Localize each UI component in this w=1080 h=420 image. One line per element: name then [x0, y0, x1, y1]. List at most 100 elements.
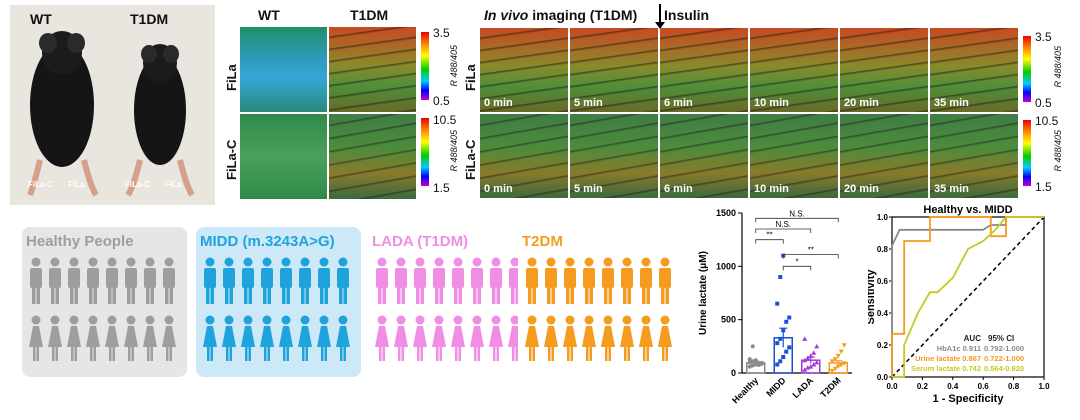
person-body-icon [659, 268, 671, 288]
panel-c-filac-2: 6 min [660, 114, 748, 198]
person-leg-icon [401, 287, 405, 304]
person-leg-icon [604, 287, 608, 304]
person-head-icon [377, 315, 387, 325]
data-point [802, 357, 808, 363]
data-point [753, 362, 758, 367]
person-leg-icon [567, 347, 570, 361]
legend-entry: Serum lactate 0.742 [911, 364, 981, 373]
person-dress-icon [658, 326, 672, 347]
y-tick-label: 0.6 [877, 277, 889, 286]
person-leg-icon [74, 347, 77, 361]
panel-c-cbar1-max: 3.5 [1035, 30, 1052, 44]
people-icons [525, 257, 672, 361]
person-dress-icon [67, 326, 81, 347]
person-leg-icon [496, 287, 500, 304]
person-head-icon [584, 315, 594, 325]
person-leg-icon [169, 287, 173, 304]
person-dress-icon [203, 326, 217, 347]
panel-c-filac-1: 5 min [570, 114, 658, 198]
person-dress-icon [413, 326, 427, 347]
person-body-icon [640, 268, 652, 288]
person-head-icon [338, 257, 348, 267]
person-body-icon [204, 268, 216, 288]
legend-ci: 0.722-1.000 [984, 354, 1024, 363]
data-point [814, 359, 820, 365]
panel-b-row-filac: FiLa-C [224, 139, 239, 181]
person-leg-icon [477, 347, 480, 361]
person-body-icon [621, 268, 633, 288]
person-head-icon [527, 257, 537, 267]
panel-b-image-t1dm-fila [329, 27, 416, 112]
person-leg-icon [226, 347, 229, 361]
panel-b-cbar2-label: R 488/405 [449, 130, 459, 172]
data-point [775, 362, 780, 367]
panel-b-row-fila: FiLa [224, 64, 239, 92]
person-leg-icon [131, 347, 134, 361]
panel-c-filac-5: 35 min [930, 114, 1018, 198]
person-head-icon [603, 257, 613, 267]
person-head-icon [224, 257, 234, 267]
person-dress-icon [470, 326, 484, 347]
mouse-wt-label: WT [30, 11, 52, 27]
x-tick-label: 0.6 [978, 382, 990, 391]
person-body-icon [545, 268, 557, 288]
person-head-icon [262, 315, 272, 325]
person-leg-icon [340, 347, 343, 361]
person-body-icon [602, 268, 614, 288]
panel-b-colorbar-1 [421, 32, 429, 100]
person-head-icon [107, 315, 117, 325]
person-leg-icon [665, 287, 669, 304]
person-leg-icon [646, 287, 650, 304]
person-leg-icon [382, 347, 385, 361]
roc-title: Healthy vs. MIDD [923, 205, 1012, 216]
person-leg-icon [515, 287, 519, 304]
person-leg-icon [496, 347, 499, 361]
person-leg-icon [420, 347, 423, 361]
significance-label: N.S. [775, 220, 791, 229]
person-leg-icon [570, 347, 573, 361]
person-leg-icon [286, 347, 289, 361]
significance-bracket [782, 254, 839, 259]
person-leg-icon [343, 347, 346, 361]
person-leg-icon [627, 347, 630, 361]
data-point [802, 336, 808, 341]
person-leg-icon [264, 347, 267, 361]
person-dress-icon [336, 326, 350, 347]
person-leg-icon [263, 287, 267, 304]
person-leg-icon [248, 347, 251, 361]
panel-b-col-wt: WT [258, 7, 280, 23]
person-leg-icon [661, 287, 665, 304]
person-leg-icon [458, 347, 461, 361]
person-dress-icon [298, 326, 312, 347]
person-leg-icon [397, 287, 401, 304]
person-leg-icon [245, 347, 248, 361]
person-head-icon [527, 315, 537, 325]
mouse-label-4: FiLa [165, 180, 182, 189]
x-axis-label: 1 - Specificity [933, 393, 1005, 405]
person-head-icon [546, 315, 556, 325]
person-head-icon [491, 257, 501, 267]
person-dress-icon [525, 326, 539, 347]
person-head-icon [472, 315, 482, 325]
significance-label: ** [808, 246, 814, 255]
panel-c-fila-1: 5 min [570, 28, 658, 112]
person-head-icon [622, 257, 632, 267]
y-tick-label: 0 [731, 368, 736, 378]
panel-c-fila-2: 6 min [660, 28, 748, 112]
legend-entry: Urine lactate 0.867 [915, 354, 981, 363]
person-leg-icon [416, 287, 420, 304]
person-head-icon [396, 257, 406, 267]
people-icons [375, 257, 522, 361]
person-leg-icon [112, 347, 115, 361]
person-leg-icon [267, 347, 270, 361]
person-leg-icon [455, 347, 458, 361]
person-head-icon [300, 257, 310, 267]
data-point [759, 361, 764, 366]
person-leg-icon [379, 347, 382, 361]
person-leg-icon [89, 287, 93, 304]
person-leg-icon [52, 347, 55, 361]
person-dress-icon [394, 326, 408, 347]
mouse-label-2: FiLa [68, 180, 85, 189]
person-dress-icon [317, 326, 331, 347]
data-point [829, 368, 835, 374]
